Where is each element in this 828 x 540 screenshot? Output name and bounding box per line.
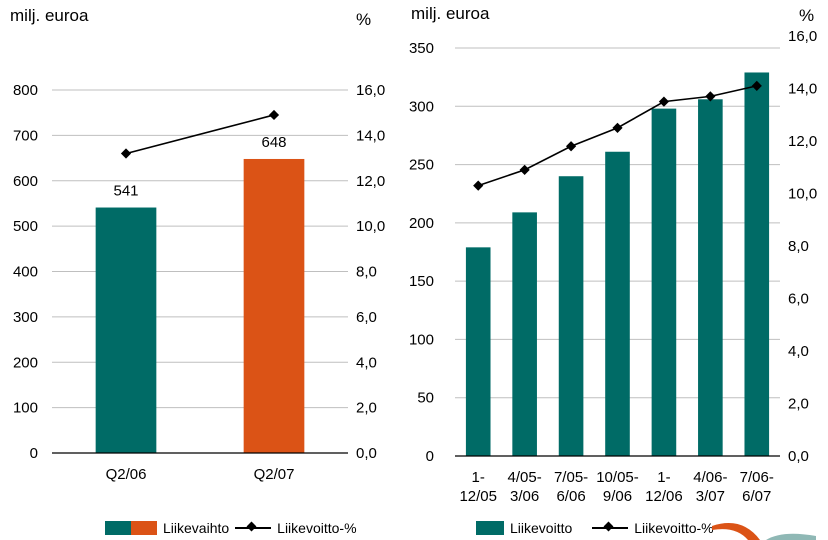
chart2-y2-tick-label: 8,0: [788, 238, 809, 255]
chart2-line-point: [519, 164, 530, 175]
chart2-line-point: [473, 180, 484, 191]
legend-label-liikevoitto: Liikevoitto: [510, 520, 573, 536]
chart1-y-tick-label: 200: [13, 354, 38, 371]
chart1-line-point: [120, 148, 132, 159]
chart2-y2-tick-label: 4,0: [788, 343, 809, 360]
chart2-y-tick-label: 150: [409, 273, 434, 290]
chart2-x-tick-label: 7/05-: [554, 469, 588, 486]
chart1-y2-tick-label: 0,0: [356, 445, 377, 462]
chart2-y-tick-label: 300: [409, 98, 434, 115]
chart2-line-point: [565, 141, 577, 152]
chart1-y-tick-label: 100: [13, 400, 38, 417]
chart2-x-tick-label: 9/06: [603, 488, 632, 505]
chart2-x-tick-label: 7/06-: [740, 469, 774, 486]
chart1-y2-tick-label: 2,0: [356, 400, 377, 417]
legend-label-liikevaihto: Liikevaihto: [163, 520, 230, 536]
chart1-y2-tick-label: 16,0: [356, 82, 385, 99]
chart2-bar: [558, 176, 584, 456]
right-chart-y2-unit: %: [799, 6, 815, 25]
chart1-y2-tick-label: 8,0: [356, 264, 377, 281]
chart1-y-tick-label: 0: [30, 445, 38, 462]
chart2-y2-tick-label: 6,0: [788, 291, 809, 308]
chart2-bar: [744, 72, 770, 456]
chart1-y-tick-label: 700: [13, 127, 38, 144]
chart2-x-tick-label: 12/06: [645, 488, 683, 505]
chart2-y2-tick-label: 0,0: [788, 448, 809, 465]
right-chart-y-unit: milj. euroa: [411, 4, 490, 23]
left-chart-y-unit: milj. euroa: [10, 6, 89, 25]
chart1-line-point: [268, 109, 280, 121]
chart1-data-label: 648: [261, 134, 286, 151]
chart2-y2-tick-label: 10,0: [788, 186, 817, 203]
chart1-bar: [243, 158, 305, 453]
legend-swatch-teal: [476, 521, 504, 535]
chart1-y-tick-label: 500: [13, 218, 38, 235]
chart1-y-tick-label: 300: [13, 309, 38, 326]
chart1-x-tick-label: Q2/07: [254, 466, 295, 483]
legend-label-liikevoitto-pct: Liikevoitto-%: [634, 520, 714, 536]
chart2-line-point: [612, 122, 623, 133]
chart2-y-tick-label: 200: [409, 215, 434, 232]
legend-line-marker-icon: [235, 521, 272, 535]
chart2-x-tick-label: 3/06: [510, 488, 539, 505]
chart1-y2-tick-label: 10,0: [356, 218, 385, 235]
chart2-y2-tick-label: 12,0: [788, 133, 817, 150]
chart2-y2-tick-label: 2,0: [788, 396, 809, 413]
chart2-x-tick-label: 6/06: [556, 488, 585, 505]
chart1-y-tick-label: 800: [13, 82, 38, 99]
chart2-x-tick-label: 1-: [472, 469, 485, 486]
chart2-line-point: [658, 96, 670, 107]
chart1-bar: [95, 207, 157, 453]
chart1-y2-tick-label: 12,0: [356, 173, 385, 190]
legend-swatch-orange: [131, 521, 157, 535]
chart2-x-tick-label: 6/07: [742, 488, 771, 505]
chart2-x-tick-label: 1-: [657, 469, 670, 486]
left-chart-y2-unit: %: [356, 10, 372, 29]
chart2-x-tick-label: 4/05-: [508, 469, 542, 486]
chart1-x-tick-label: Q2/06: [106, 466, 147, 483]
chart2-y-tick-label: 0: [426, 448, 434, 465]
left-chart-legend: Liikevaihto Liikevoitto-%: [105, 520, 357, 536]
chart2-x-tick-label: 12/05: [459, 488, 497, 505]
chart1-line-series: [125, 114, 275, 155]
legend-swatch-teal: [105, 521, 131, 535]
logo-swoosh-icon: [712, 523, 816, 540]
chart1-y-tick-label: 600: [13, 173, 38, 190]
chart2-y2-tick-label: 16,0: [788, 28, 817, 45]
chart1-y2-tick-label: 6,0: [356, 309, 377, 326]
legend-line-marker-icon: [592, 521, 629, 535]
chart2-x-tick-label: 3/07: [696, 488, 725, 505]
chart2-bar: [605, 151, 630, 456]
chart2-y-tick-label: 350: [409, 40, 434, 57]
chart2-bar: [512, 212, 537, 456]
legend-label-liikevoitto-pct: Liikevoitto-%: [277, 520, 357, 536]
chart1-y2-tick-label: 4,0: [356, 354, 377, 371]
chart2-x-tick-label: 10/05-: [596, 469, 639, 486]
right-chart-legend: Liikevoitto Liikevoitto-%: [476, 520, 714, 536]
chart2-bar: [465, 247, 491, 456]
chart2-y-tick-label: 250: [409, 157, 434, 174]
chart1-y2-tick-label: 14,0: [356, 127, 385, 144]
chart1-y-tick-label: 400: [13, 264, 38, 281]
chart2-x-tick-label: 4/06-: [693, 469, 727, 486]
chart1-data-label: 541: [113, 183, 138, 200]
chart2-y-tick-label: 100: [409, 331, 434, 348]
chart2-y2-tick-label: 14,0: [788, 81, 817, 98]
chart2-y-tick-label: 50: [417, 390, 434, 407]
chart2-bar: [651, 108, 677, 457]
chart2-bar: [698, 99, 723, 456]
